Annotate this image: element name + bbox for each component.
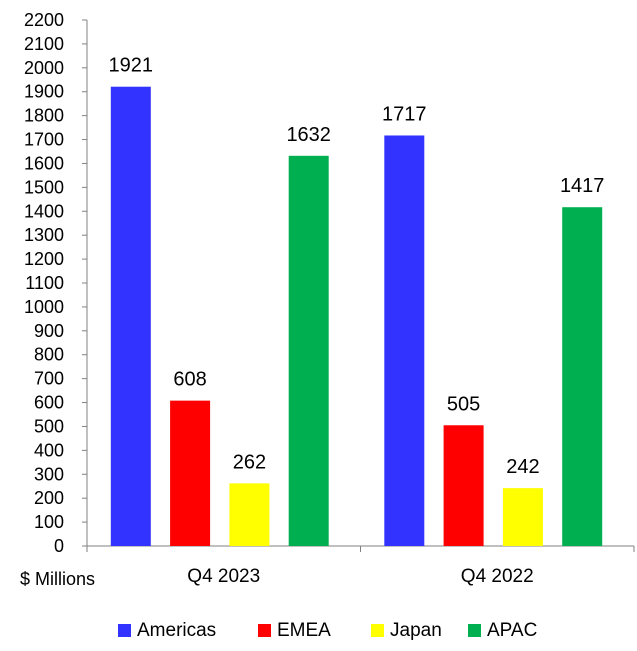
x-axis: Q4 2023 Q4 2022: [86, 545, 635, 587]
y-tick-label: 1200: [24, 249, 64, 269]
legend-label-americas: Americas: [137, 620, 216, 641]
y-tick-label: 600: [34, 393, 64, 413]
y-tick-label: 1100: [25, 273, 64, 293]
legend: Americas EMEA Japan APAC: [118, 620, 537, 641]
legend-label-emea: EMEA: [277, 620, 331, 641]
y-tick-label: 0: [54, 536, 64, 556]
y-tick-label: 100: [34, 512, 64, 532]
y-tick-label: 1900: [24, 82, 64, 102]
legend-swatch-emea: [258, 624, 271, 637]
y-tick-label: 200: [34, 488, 64, 508]
data-label: 1632: [286, 124, 331, 146]
bar-japan-1: [229, 483, 270, 546]
y-tick-label: 1500: [24, 177, 64, 197]
x-category-label: Q4 2022: [461, 566, 534, 587]
bar-americas-2: [384, 135, 425, 547]
bar-emea-1: [170, 400, 211, 546]
legend-swatch-apac: [468, 624, 481, 637]
data-label: 262: [233, 451, 266, 473]
y-tick-label: 2000: [24, 58, 64, 78]
y-tick-label: 800: [34, 345, 64, 365]
data-label: 1921: [109, 55, 154, 77]
y-tick-label: 1400: [24, 201, 64, 221]
y-tick-label: 500: [34, 416, 64, 436]
bar-americas-1: [110, 86, 151, 546]
y-tick-label: 300: [34, 464, 64, 484]
data-label: 608: [173, 369, 206, 391]
y-tick-label: 1600: [24, 153, 64, 173]
y-axis-unit-label: $ Millions: [20, 569, 95, 589]
bar-japan-2: [502, 488, 543, 546]
data-label: 1417: [560, 175, 605, 197]
y-tick-label: 1000: [24, 297, 64, 317]
y-tick-label: 400: [34, 440, 64, 460]
data-label: 1717: [382, 103, 427, 125]
y-tick-label: 700: [34, 369, 64, 389]
legend-label-apac: APAC: [487, 620, 537, 641]
y-tick-label: 2200: [24, 10, 64, 30]
bars: [110, 86, 603, 547]
y-tick-label: 900: [34, 321, 64, 341]
data-labels: 1921 608 262 1632 1717 505 242 1417: [109, 55, 605, 478]
y-tick-label: 1800: [24, 106, 64, 126]
bar-emea-2: [443, 425, 484, 546]
y-axis: 0 100 200 300 400 500 600 700 800 900 1000 1100 1200…: [24, 10, 88, 556]
x-category-label: Q4 2023: [187, 566, 260, 587]
legend-label-japan: Japan: [390, 620, 442, 641]
data-label: 505: [447, 393, 480, 415]
data-label: 242: [506, 456, 539, 478]
bar-apac-2: [562, 207, 603, 546]
legend-swatch-americas: [118, 624, 131, 637]
y-tick-label: 2100: [24, 34, 64, 54]
legend-swatch-japan: [371, 624, 384, 637]
y-tick-label: 1700: [24, 130, 64, 150]
y-tick-label: 1300: [24, 225, 64, 245]
bar-apac-1: [288, 155, 329, 546]
